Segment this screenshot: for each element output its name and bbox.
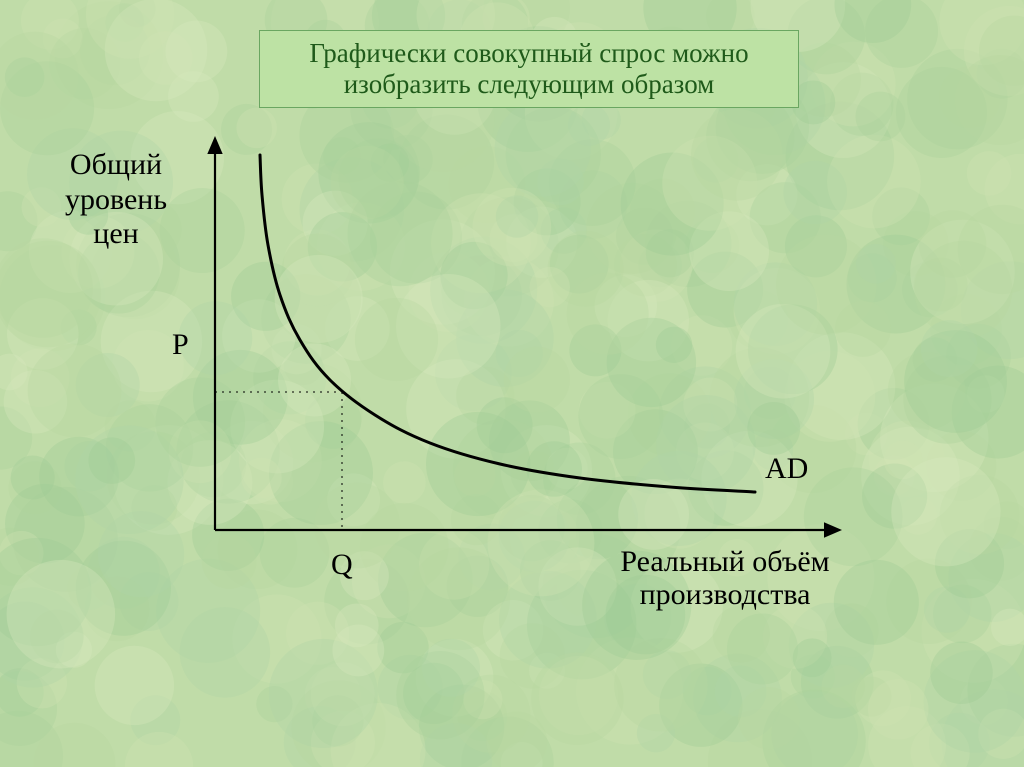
slide: Графически совокупный спрос можно изобра… [0,0,1024,767]
q-label: Q [331,548,353,582]
chart-svg [0,0,1024,767]
p-label: P [172,328,189,362]
curve-label: AD [765,452,808,486]
